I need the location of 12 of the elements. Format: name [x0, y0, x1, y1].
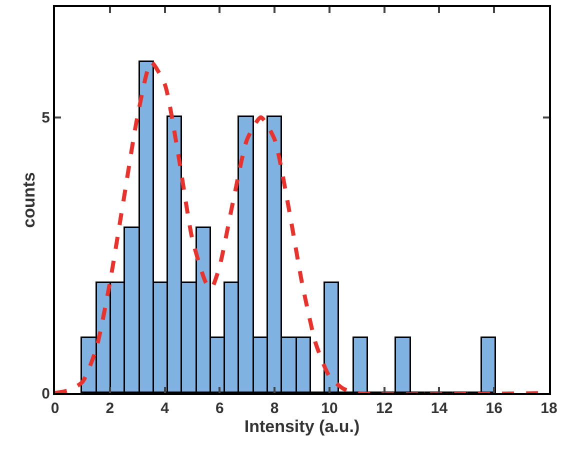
x-tick-label: 14 [430, 400, 448, 417]
x-tick-label: 16 [486, 400, 502, 417]
x-tick-label: 6 [216, 400, 224, 417]
x-tick-label: 2 [106, 400, 114, 417]
x-tick-label: 4 [160, 400, 170, 417]
x-axis-title: Intensity (a.u.) [244, 417, 360, 436]
x-tick-label: 12 [376, 400, 393, 417]
x-tick-label: 10 [321, 400, 338, 417]
y-axis-title: counts [20, 172, 39, 228]
y-tick-label: 5 [42, 110, 50, 127]
x-tick-label: 8 [270, 400, 279, 417]
x-tick-label: 18 [540, 400, 558, 417]
